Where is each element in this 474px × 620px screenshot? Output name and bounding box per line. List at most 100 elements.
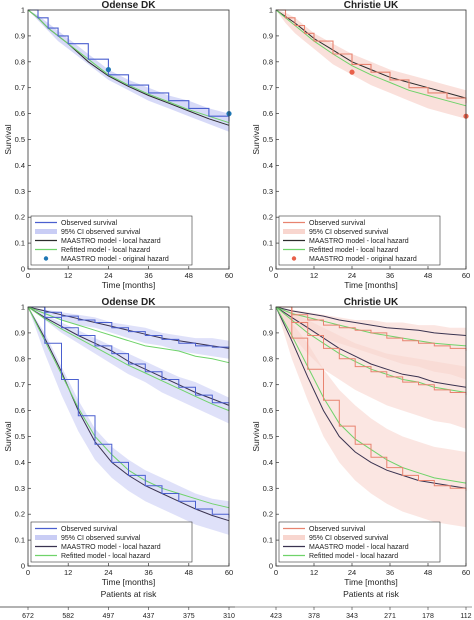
observed-line-3 <box>28 306 230 519</box>
y-tick-label: 0 <box>269 265 273 274</box>
original-hazard-point-1 <box>105 66 111 73</box>
legend: Observed survival 95% CI observed surviva… <box>30 521 193 563</box>
legend-entry: MAASTRO model - original hazard <box>61 256 169 263</box>
observed-line-2 <box>28 306 230 411</box>
x-tick-label: 12 <box>64 568 72 577</box>
legend-entry: MAASTRO model - original hazard <box>309 256 417 263</box>
legend-entry: Observed survival <box>61 526 117 533</box>
x-tick-label: 60 <box>462 271 470 280</box>
risk-count: 672 <box>22 613 34 620</box>
x-tick-label: 36 <box>386 271 394 280</box>
legend-swatch-dot <box>291 256 297 261</box>
risk-count: 582 <box>62 613 74 620</box>
y-tick-label: 0 <box>21 562 25 571</box>
x-tick-label: 36 <box>144 271 152 280</box>
x-tick-label: 48 <box>424 271 432 280</box>
ci-band-3 <box>276 307 466 528</box>
y-axis-label: Survival <box>3 421 13 451</box>
y-tick-label: 0.1 <box>15 239 25 248</box>
ci-band <box>28 10 229 132</box>
y-tick-label: 0.9 <box>15 31 25 40</box>
risk-count: 497 <box>103 613 115 620</box>
y-tick-label: 0.1 <box>263 239 273 248</box>
x-axis-label: Time [months] <box>344 280 398 290</box>
legend-box <box>278 521 441 563</box>
data-layer <box>27 306 230 535</box>
legend-swatch-dot <box>43 256 49 261</box>
y-tick-label: 0.8 <box>263 354 273 363</box>
risk-count: 375 <box>183 613 195 620</box>
legend: Observed survival 95% CI observed surviva… <box>30 215 193 266</box>
risk-count: 178 <box>422 613 434 620</box>
x-tick-label: 0 <box>274 271 278 280</box>
y-axis-label: Survival <box>3 124 13 154</box>
original-hazard-point-1 <box>349 69 355 75</box>
y-axis-label: Survival <box>251 124 261 154</box>
chart-panel-4: Christie UK(d)00.10.20.30.40.50.60.70.80… <box>0 297 472 620</box>
risk-count: 343 <box>346 613 358 620</box>
chart-title: Odense DK <box>102 297 157 308</box>
y-tick-label: 0.8 <box>15 57 25 66</box>
y-tick-label: 0 <box>269 562 273 571</box>
risk-count: 437 <box>143 613 155 620</box>
y-tick-label: 1 <box>21 303 25 312</box>
legend-entry: Observed survival <box>309 526 365 533</box>
risk-heading: Patients at risk <box>343 589 399 599</box>
y-tick-label: 1 <box>21 6 25 15</box>
legend-entry: MAASTRO model - local hazard <box>61 544 161 551</box>
y-tick-label: 0.4 <box>15 458 25 467</box>
y-tick-label: 0.5 <box>15 135 25 144</box>
legend-swatch-band <box>283 229 305 234</box>
y-tick-label: 0.2 <box>15 510 25 519</box>
x-tick-label: 0 <box>26 271 30 280</box>
y-tick-label: 1 <box>269 303 273 312</box>
x-tick-label: 60 <box>225 568 233 577</box>
ci-band-3 <box>28 307 229 535</box>
legend-entry: 95% CI observed survival <box>309 535 389 542</box>
x-tick-label: 36 <box>386 568 394 577</box>
risk-count: 112 <box>460 613 471 620</box>
x-tick-label: 12 <box>310 271 318 280</box>
legend-entry: MAASTRO model - local hazard <box>309 544 409 551</box>
y-tick-label: 0.6 <box>263 406 273 415</box>
legend-entry: 95% CI observed survival <box>309 229 389 236</box>
y-tick-label: 0.1 <box>15 536 25 545</box>
risk-count: 423 <box>270 613 282 620</box>
y-tick-label: 0.4 <box>263 161 273 170</box>
y-tick-label: 0.2 <box>263 510 273 519</box>
legend-entry: 95% CI observed survival <box>61 535 141 542</box>
legend-entry: MAASTRO model - local hazard <box>61 238 161 245</box>
x-tick-label: 24 <box>104 271 112 280</box>
y-axis-label: Survival <box>251 421 261 451</box>
chart-title: Christie UK <box>344 297 399 308</box>
y-tick-label: 0.3 <box>15 484 25 493</box>
legend-box <box>278 215 441 266</box>
legend: Observed survival 95% CI observed surviva… <box>278 521 441 563</box>
data-layer <box>27 9 232 132</box>
x-axis-label: Time [months] <box>344 577 398 587</box>
chart-title: Odense DK <box>102 0 157 11</box>
y-tick-label: 0.5 <box>263 432 273 441</box>
y-tick-label: 0.5 <box>15 432 25 441</box>
x-tick-label: 60 <box>225 271 233 280</box>
y-tick-label: 0.2 <box>263 213 273 222</box>
x-tick-label: 36 <box>144 568 152 577</box>
legend-entry: 95% CI observed survival <box>61 229 141 236</box>
y-tick-label: 0.6 <box>263 109 273 118</box>
chart-title: Christie UK <box>344 0 399 11</box>
y-tick-label: 0.7 <box>263 380 273 389</box>
y-tick-label: 0.4 <box>15 161 25 170</box>
refitted-line-2 <box>27 306 230 412</box>
x-tick-label: 48 <box>424 568 432 577</box>
legend-entry: Observed survival <box>309 220 365 227</box>
risk-heading: Patients at risk <box>101 589 157 599</box>
legend-entry: Refitted model - local hazard <box>61 553 150 560</box>
legend-swatch-band <box>283 535 305 540</box>
y-tick-label: 0.3 <box>263 484 273 493</box>
series-observed-line <box>276 9 467 104</box>
risk-count: 271 <box>384 613 396 620</box>
y-tick-label: 0.8 <box>263 57 273 66</box>
chart-panel-2: Christie UK(b)00.10.20.30.40.50.60.70.80… <box>251 0 470 290</box>
x-tick-label: 48 <box>185 271 193 280</box>
x-tick-label: 24 <box>348 271 356 280</box>
